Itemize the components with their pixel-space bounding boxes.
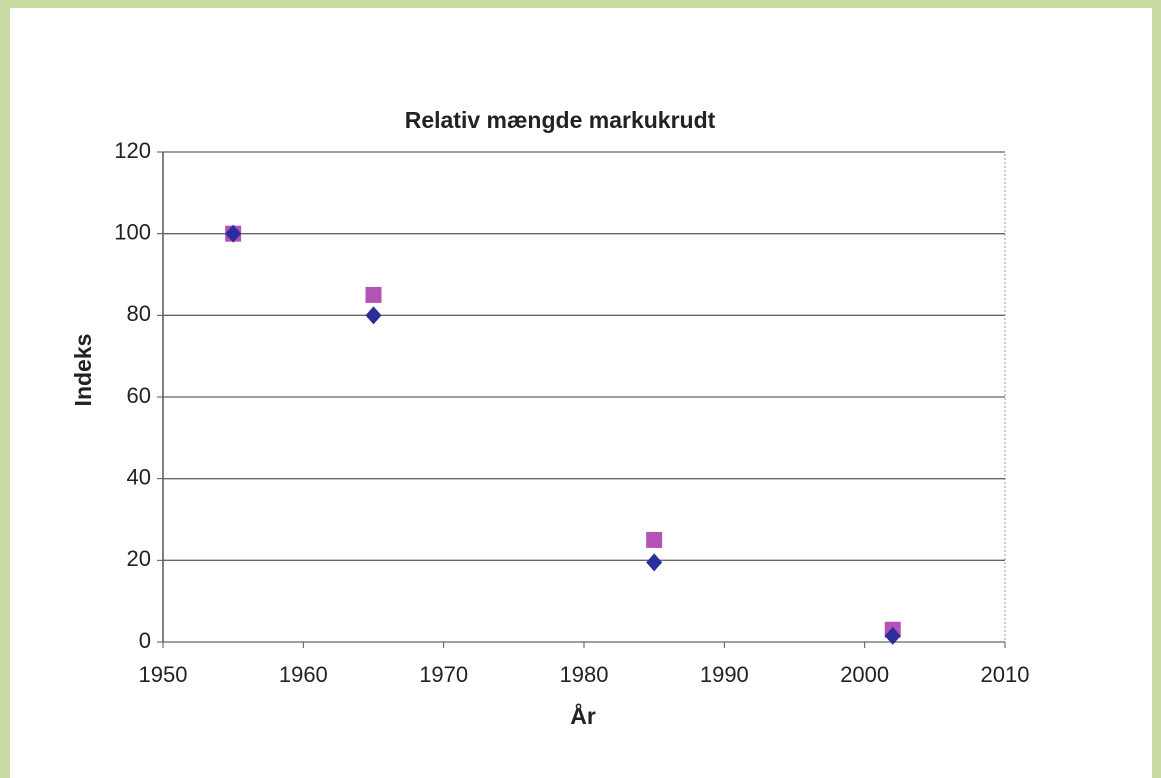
y-tick-label: 0 <box>139 628 151 653</box>
point <box>365 306 382 325</box>
x-tick-label: 1980 <box>560 662 609 687</box>
point <box>646 531 663 548</box>
point <box>884 626 901 645</box>
x-axis-label: År <box>570 702 596 729</box>
point <box>225 224 242 243</box>
x-tick-label: 2000 <box>840 662 889 687</box>
x-tick-label: 1970 <box>419 662 468 687</box>
y-tick-label: 60 <box>127 383 151 408</box>
y-tick-label: 120 <box>114 138 151 163</box>
point <box>646 553 663 572</box>
page <box>10 8 1152 778</box>
y-tick-label: 40 <box>127 464 151 489</box>
y-tick-label: 80 <box>127 301 151 326</box>
x-tick-label: 1950 <box>139 662 188 687</box>
y-tick-label: 100 <box>114 219 151 244</box>
chart-title: Relativ mængde markukrudt <box>405 107 716 133</box>
point <box>365 286 382 303</box>
x-tick-label: 2010 <box>981 662 1030 687</box>
x-tick-label: 1960 <box>279 662 328 687</box>
y-axis-label: Indeks <box>70 334 96 407</box>
x-tick-label: 1990 <box>700 662 749 687</box>
y-tick-label: 20 <box>127 546 151 571</box>
